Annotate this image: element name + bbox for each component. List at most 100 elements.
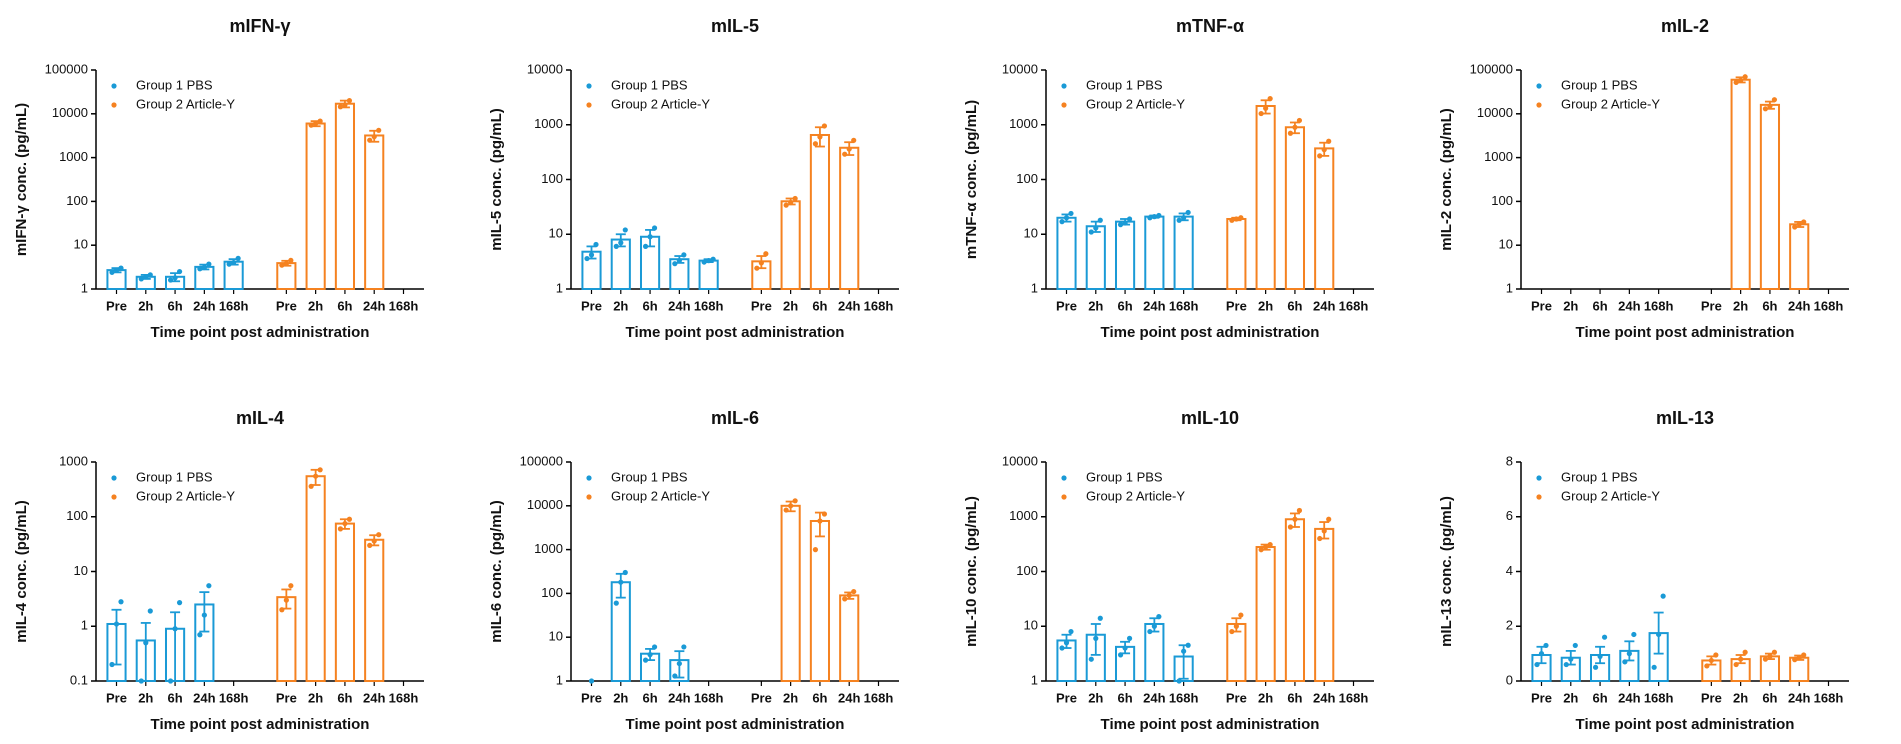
data-point	[308, 483, 314, 489]
data-point	[1181, 215, 1187, 221]
y-axis-label: mIL-2 conc. (pg/mL)	[1438, 108, 1455, 251]
data-point	[1185, 209, 1191, 216]
y-tick-label: 1000	[534, 116, 563, 131]
x-tick-label: 2h	[308, 690, 323, 705]
x-tick-label: 2h	[783, 298, 798, 313]
legend-marker	[1061, 475, 1067, 481]
legend-marker	[1061, 102, 1067, 108]
y-tick-label: 1000	[59, 453, 88, 468]
x-tick-label: 168h	[1644, 298, 1674, 313]
x-tick-label: 168h	[1169, 690, 1199, 705]
data-point	[1117, 652, 1124, 658]
data-point	[1622, 659, 1628, 665]
x-tick-label: Pre	[581, 298, 602, 313]
x-tick-label: Pre	[1226, 298, 1247, 313]
x-tick-label: 6h	[167, 690, 182, 705]
data-point	[672, 673, 678, 679]
data-point	[622, 227, 628, 233]
legend-marker	[111, 83, 117, 89]
bar	[809, 133, 831, 290]
x-tick-label: 168h	[219, 298, 249, 313]
data-point	[1147, 215, 1153, 221]
data-point	[346, 516, 353, 522]
x-axis-label: Time point post administration	[626, 716, 845, 733]
data-point	[113, 621, 120, 627]
data-point	[1258, 547, 1264, 553]
data-point	[143, 274, 149, 280]
data-point	[1063, 640, 1070, 646]
chart-title: mIL-13	[1656, 408, 1714, 428]
legend-marker	[111, 494, 117, 500]
legend-marker	[1536, 102, 1542, 108]
bar	[364, 538, 385, 682]
y-axis-label: mIL-5 conc. (pg/mL)	[488, 108, 505, 251]
bar	[1284, 126, 1306, 291]
data-point	[676, 660, 682, 667]
x-axis-label: Time point post administration	[1576, 324, 1795, 341]
x-tick-label: Pre	[276, 690, 297, 705]
bar	[780, 504, 801, 682]
bar	[1226, 217, 1247, 290]
error-bar	[170, 611, 181, 681]
x-tick-label: 6h	[337, 690, 352, 705]
x-tick-label: 2h	[613, 298, 628, 313]
data-point	[1538, 651, 1545, 657]
data-point	[1326, 516, 1332, 522]
data-point	[1792, 224, 1798, 230]
y-tick-label: 10000	[1002, 453, 1038, 468]
data-point	[201, 612, 207, 618]
y-tick-label: 100	[541, 171, 563, 186]
x-tick-label: Pre	[1701, 690, 1722, 705]
data-point	[172, 275, 178, 281]
y-tick-label: 1	[1031, 280, 1038, 295]
x-tick-label: 24h	[1618, 690, 1640, 705]
data-point	[792, 498, 798, 504]
y-tick-label: 10	[549, 629, 563, 644]
data-point	[167, 678, 174, 684]
y-tick-label: 10000	[52, 105, 88, 120]
data-point	[622, 569, 628, 576]
x-tick-label: 24h	[1143, 690, 1165, 705]
panel: mIL-6 mIL-6 conc. (pg/mL) Time point post …	[488, 408, 899, 733]
data-point	[1287, 130, 1294, 136]
data-point	[1156, 614, 1162, 620]
legend-label: Group 2 Article-Y	[1086, 488, 1185, 503]
x-tick-label: 2h	[783, 690, 798, 705]
y-tick-label: 1000	[1009, 116, 1038, 131]
data-point	[1801, 219, 1807, 225]
data-point	[226, 261, 232, 267]
data-point	[846, 146, 852, 152]
data-point	[1267, 96, 1273, 102]
error-bar	[140, 622, 151, 681]
legend-marker	[1061, 494, 1067, 500]
y-axis-label: mIL-4 conc. (pg/mL)	[13, 500, 30, 643]
data-point	[367, 542, 373, 548]
legend-label: Group 2 Article-Y	[136, 96, 235, 111]
data-point	[642, 657, 649, 663]
data-point	[1534, 661, 1540, 668]
x-tick-label: 6h	[642, 298, 657, 313]
data-point	[1713, 652, 1719, 658]
data-point	[1592, 664, 1599, 670]
data-point	[701, 259, 707, 265]
data-point	[1093, 225, 1099, 231]
legend-label: Group 1 PBS	[1086, 469, 1163, 484]
bar	[1314, 527, 1335, 683]
data-point	[376, 532, 382, 538]
x-tick-label: 6h	[642, 690, 657, 705]
data-point	[1651, 664, 1657, 670]
x-tick-label: 2h	[1733, 298, 1748, 313]
x-tick-label: 6h	[1762, 298, 1777, 313]
legend-label: Group 1 PBS	[611, 469, 688, 484]
data-point	[1181, 648, 1187, 654]
data-point	[1796, 655, 1802, 661]
x-tick-label: 6h	[1287, 690, 1302, 705]
chart-title: mIL-4	[236, 408, 284, 428]
y-tick-label: 10	[1499, 237, 1513, 252]
data-point	[613, 243, 619, 249]
data-point	[118, 265, 124, 271]
data-point	[288, 583, 294, 589]
data-point	[1263, 544, 1269, 550]
legend-label: Group 1 PBS	[1086, 77, 1163, 92]
legend-label: Group 1 PBS	[1561, 469, 1638, 484]
